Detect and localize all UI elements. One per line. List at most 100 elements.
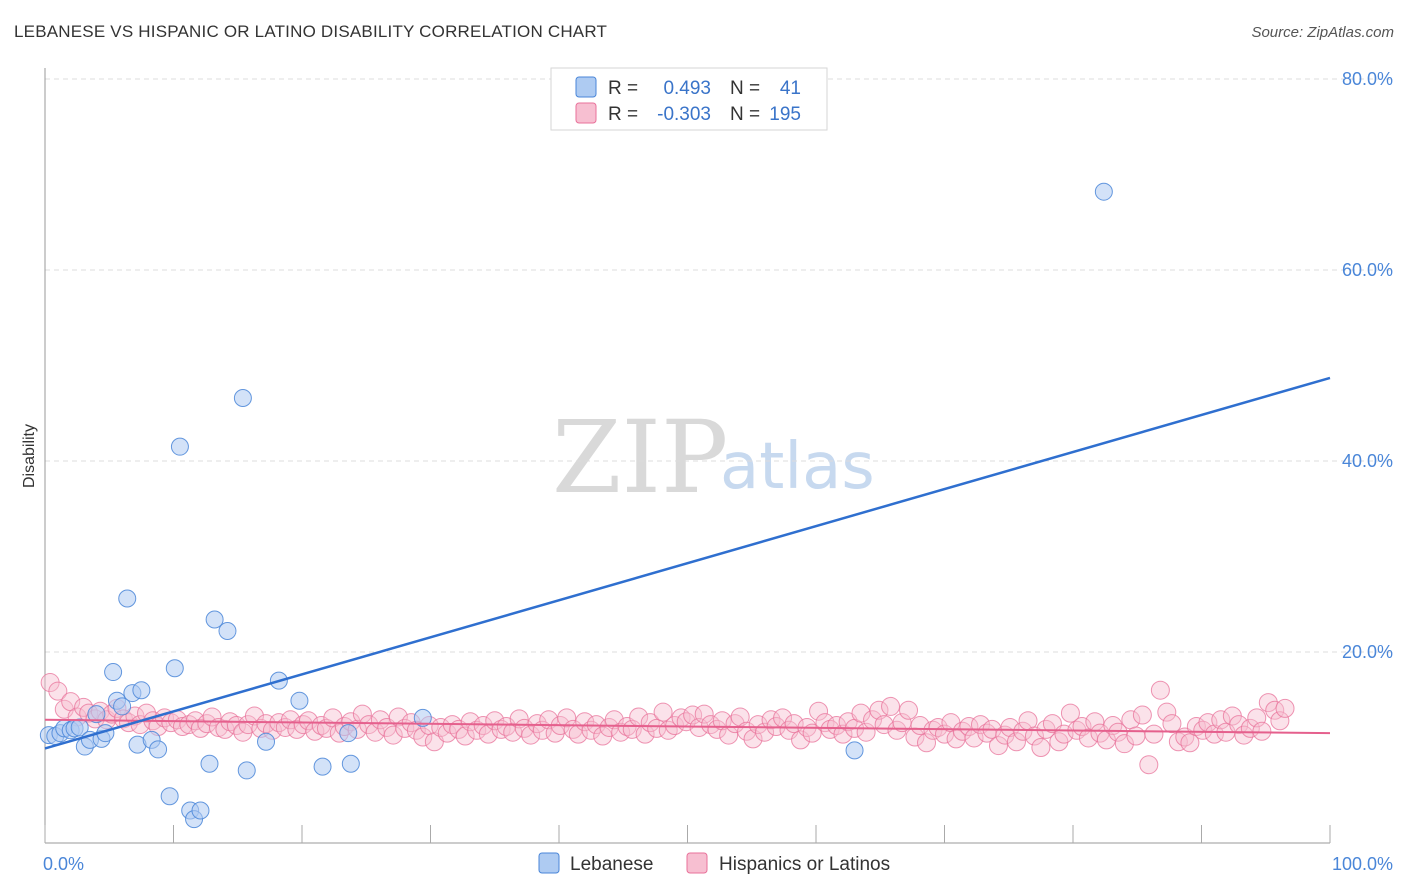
legend-swatch-lebanese [575,76,597,98]
legend-r-value-hispanics: -0.303 [657,104,711,125]
data-point-hispanics [1006,732,1026,752]
data-point-hispanics [1229,715,1249,735]
data-point-hispanics [712,711,732,731]
data-point-lebanese [290,691,309,710]
data-point-hispanics [383,725,403,745]
x-tick-label-min: 0.0% [43,854,84,874]
data-point-hispanics [1270,711,1290,731]
y-tick-label: 40.0% [1342,451,1393,471]
bottom-legend-label-hispanics: Hispanics or Latinos [719,854,890,875]
data-point-hispanics [1132,705,1152,725]
watermark-zip: ZIP [552,399,728,516]
bottom-legend-swatch-lebanese [538,852,560,874]
data-point-hispanics [1060,703,1080,723]
data-point-hispanics [622,719,642,739]
data-point-hispanics [833,724,853,744]
legend-r-value-lebanese: 0.493 [663,78,711,99]
data-point-hispanics [923,720,943,740]
data-point-lebanese [339,724,358,743]
bottom-legend-label-lebanese: Lebanese [570,854,653,875]
data-point-hispanics [809,701,829,721]
data-point-hispanics [388,707,408,727]
data-point-hispanics [1031,738,1051,757]
data-point-hispanics [1126,726,1146,746]
data-point-hispanics [653,702,673,722]
series-legend: Lebanese Hispanics or Latinos [538,852,890,875]
data-point-hispanics [197,714,217,734]
data-point-hispanics [761,710,781,730]
y-axis-label: Disability [21,424,38,488]
data-point-lebanese [205,610,224,629]
data-point-hispanics [743,729,763,749]
y-tick-label: 20.0% [1342,642,1393,662]
data-point-hispanics [509,709,529,729]
data-point-hispanics [557,708,577,728]
data-point-lebanese [233,388,252,407]
data-point-hispanics [694,704,714,724]
data-point-lebanese [413,708,432,727]
x-tick-label-max: 100.0% [1332,854,1393,874]
legend-n-value-hispanics: 195 [769,104,801,125]
trend-line-lebanese [44,376,1331,750]
data-point-hispanics [244,706,264,726]
data-point-hispanics [521,725,541,745]
data-point-hispanics [1114,734,1134,754]
legend-r-label-lebanese: R = [608,78,638,99]
data-point-lebanese [1094,182,1113,201]
chart-title: LEBANESE VS HISPANIC OR LATINO DISABILIT… [14,22,608,41]
data-point-hispanics [1258,693,1278,713]
data-point-lebanese [313,757,332,776]
data-point-hispanics [791,730,811,750]
data-point-lebanese [191,801,210,820]
data-point-lebanese [118,589,137,608]
data-point-hispanics [413,727,433,747]
trend-line-hispanics [44,718,1331,735]
data-point-lebanese [341,754,360,773]
source-credit: Source: ZipAtlas.com [1251,24,1394,41]
data-point-lebanese [132,681,151,700]
data-point-hispanics [1150,680,1170,700]
data-point-hispanics [1139,755,1159,775]
data-point-hispanics [730,707,750,727]
y-tick-label: 80.0% [1342,69,1393,89]
legend-n-label-lebanese: N = [730,78,760,99]
y-tick-labels: 20.0% 40.0% 60.0% 80.0% [1342,69,1393,662]
data-point-hispanics [527,714,547,734]
data-point-lebanese [149,740,168,759]
data-point-lebanese [200,754,219,773]
data-point-lebanese [113,697,132,716]
data-point-hispanics [988,736,1008,756]
data-point-lebanese [165,659,184,678]
data-point-hispanics [1024,726,1044,746]
data-point-lebanese [237,761,256,780]
data-point-lebanese [218,621,237,640]
data-point-hispanics [1275,698,1295,718]
x-tick-marks [44,825,1331,843]
y-tick-label: 60.0% [1342,260,1393,280]
data-point-hispanics [1252,721,1272,741]
bottom-legend-swatch-hispanics [686,852,708,874]
data-point-hispanics [1000,717,1020,737]
data-point-lebanese [845,741,864,760]
data-point-hispanics [48,681,68,701]
data-point-hispanics [1204,724,1224,744]
data-point-hispanics [1211,710,1231,730]
data-point-lebanese [160,787,179,806]
data-point-hispanics [1108,722,1128,742]
trend-lines [44,376,1331,750]
data-point-lebanese [170,437,189,456]
data-point-hispanics [1162,714,1182,734]
watermark-atlas: atlas [720,430,875,504]
data-point-hispanics [1180,733,1200,753]
data-point-lebanese [257,732,276,751]
stats-legend: R = 0.493 N = 41 R = -0.303 N = 195 [550,67,828,131]
legend-n-value-lebanese: 41 [780,78,801,99]
data-point-hispanics [1013,721,1033,741]
data-point-hispanics [1157,702,1177,722]
legend-swatch-hispanics [575,102,597,124]
series-lebanese-points [39,182,1113,829]
data-point-hispanics [1144,724,1164,744]
data-point-hispanics [725,714,745,734]
data-point-hispanics [311,716,331,736]
